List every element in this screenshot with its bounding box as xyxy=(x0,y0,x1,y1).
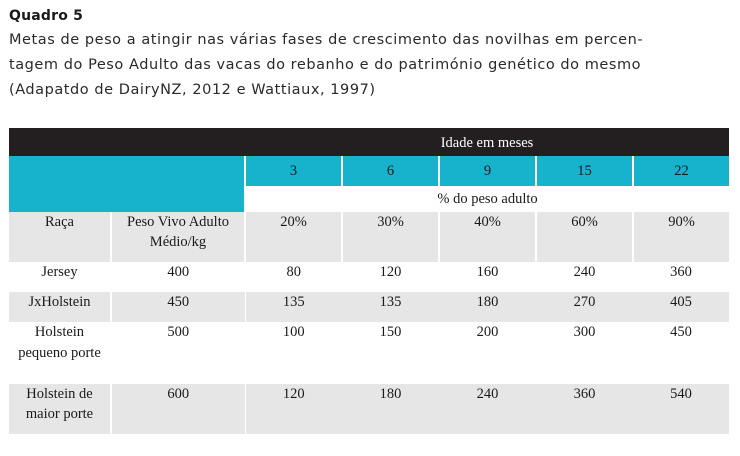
value-cell: 100 xyxy=(282,324,305,340)
table-row: JxHolstein 450 135 135 180 270 405 xyxy=(9,292,730,322)
breed-cell: Jersey xyxy=(9,262,112,292)
value-cell: 360 xyxy=(536,384,633,434)
header-corner xyxy=(9,128,245,156)
breed-cell: JxHolstein xyxy=(9,292,112,322)
weight-cell: 450 xyxy=(111,292,246,322)
table-row: Jersey 400 80 120 160 240 360 xyxy=(9,262,729,292)
caption-title: Quadro 5 xyxy=(9,8,84,24)
percent-header: 60% xyxy=(536,212,634,262)
month-header: 6 xyxy=(342,156,440,186)
value-cell: 540 xyxy=(633,384,730,434)
value-cell: 120 xyxy=(379,264,402,280)
age-header: Idade em meses xyxy=(245,128,730,156)
breed-cell: Holstein de maior porte xyxy=(9,384,112,434)
percent-header: 40% xyxy=(439,212,537,262)
col-header-peso: Peso Vivo Adulto Médio/kg xyxy=(111,212,246,262)
value-cell: 405 xyxy=(633,292,730,322)
value-cell: 270 xyxy=(536,292,633,322)
caption-line: tagem do Peso Adulto das vacas do rebanh… xyxy=(9,57,642,73)
header-row-months: 3 6 9 15 22 xyxy=(9,156,730,212)
month-header: 22 xyxy=(633,156,730,186)
percent-header: 90% xyxy=(633,212,730,262)
percent-header: 20% xyxy=(245,212,343,262)
value-cell: 360 xyxy=(670,264,692,280)
header-row-pct: % do peso adulto xyxy=(9,186,730,212)
month-header: 3 xyxy=(245,156,343,186)
value-cell: 200 xyxy=(476,324,499,340)
value-cell: 120 xyxy=(245,384,342,434)
table-row: Holstein de maior porte 600 120 180 240 … xyxy=(9,384,730,434)
header-row-age: Idade em meses xyxy=(9,128,730,156)
header-teal-block xyxy=(9,156,246,212)
month-header: 15 xyxy=(536,156,634,186)
value-cell: 160 xyxy=(476,264,499,280)
value-cell: 180 xyxy=(342,384,439,434)
column-header-row: Raça Peso Vivo Adulto Médio/kg 20% 30% 4… xyxy=(9,212,730,262)
caption-description: Metas de peso a atingir nas várias fases… xyxy=(9,28,734,103)
weight-targets-table: Idade em meses 3 6 9 15 22 % do peso adu… xyxy=(9,128,730,434)
weight-cell: 600 xyxy=(111,384,246,434)
table-caption: Quadro 5 Metas de peso a atingir nas vár… xyxy=(9,6,734,103)
value-cell: 80 xyxy=(286,264,302,280)
col-header-raca: Raça xyxy=(9,212,112,262)
pct-header: % do peso adulto xyxy=(245,186,730,212)
breed-cell: Holstein pequeno porte xyxy=(9,322,112,384)
caption-line: Metas de peso a atingir nas várias fases… xyxy=(9,32,644,48)
month-header: 9 xyxy=(439,156,537,186)
value-cell: 180 xyxy=(439,292,536,322)
percent-header: 30% xyxy=(342,212,440,262)
value-cell: 450 xyxy=(670,324,692,340)
caption-line: (Adapatdo de DairyNZ, 2012 e Wattiaux, 1… xyxy=(9,82,376,98)
value-cell: 150 xyxy=(379,324,402,340)
table-row: Holstein pequeno porte 500 100 150 200 3… xyxy=(9,322,729,384)
value-cell: 135 xyxy=(245,292,342,322)
value-cell: 300 xyxy=(573,324,596,340)
weight-cell: 500 xyxy=(111,322,246,384)
value-cell: 240 xyxy=(439,384,536,434)
weight-cell: 400 xyxy=(111,262,246,292)
value-cell: 240 xyxy=(573,264,596,280)
value-cell: 135 xyxy=(342,292,439,322)
